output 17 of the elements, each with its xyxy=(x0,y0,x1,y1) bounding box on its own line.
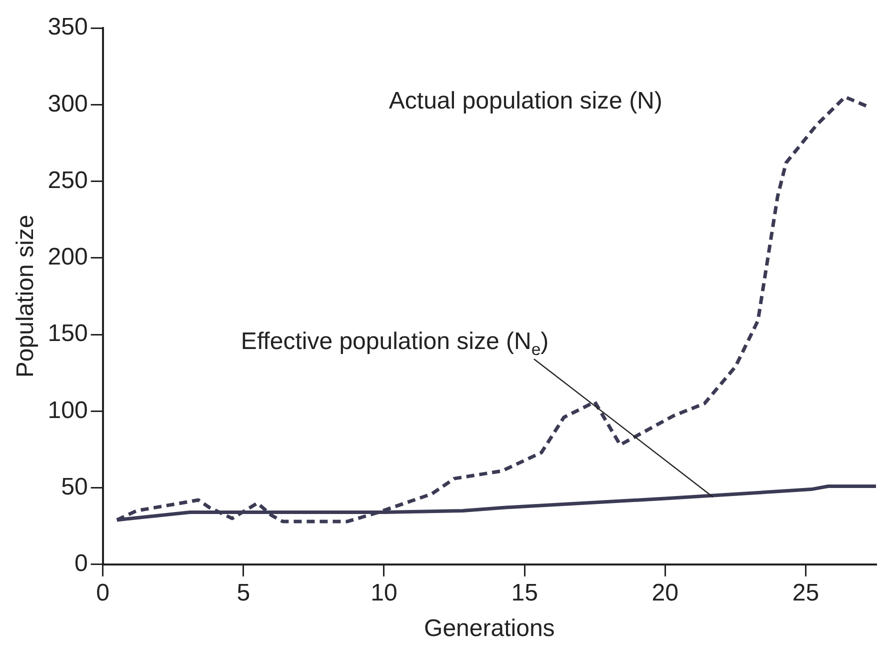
y-tick-label: 300 xyxy=(48,90,88,118)
x-axis-title: Generations xyxy=(424,615,555,642)
y-tick-label: 50 xyxy=(61,473,88,500)
y-tick-label: 250 xyxy=(48,166,88,194)
y-tick-label: 150 xyxy=(48,320,88,348)
y-tick-label: 200 xyxy=(48,244,88,271)
x-tick-label: 5 xyxy=(236,579,250,606)
y-tick-label: 0 xyxy=(74,550,88,578)
x-tick-label: 10 xyxy=(370,579,398,606)
y-tick-label: 100 xyxy=(48,396,88,424)
x-tick-label: 15 xyxy=(511,579,538,606)
x-tick-label: 0 xyxy=(96,579,110,606)
x-tick-label: 20 xyxy=(652,579,678,606)
x-tick-label: 25 xyxy=(792,579,820,606)
annotation: Actual population size (N) xyxy=(388,87,662,114)
y-axis-title: Population size xyxy=(12,214,40,378)
y-tick-label: 350 xyxy=(48,14,88,41)
